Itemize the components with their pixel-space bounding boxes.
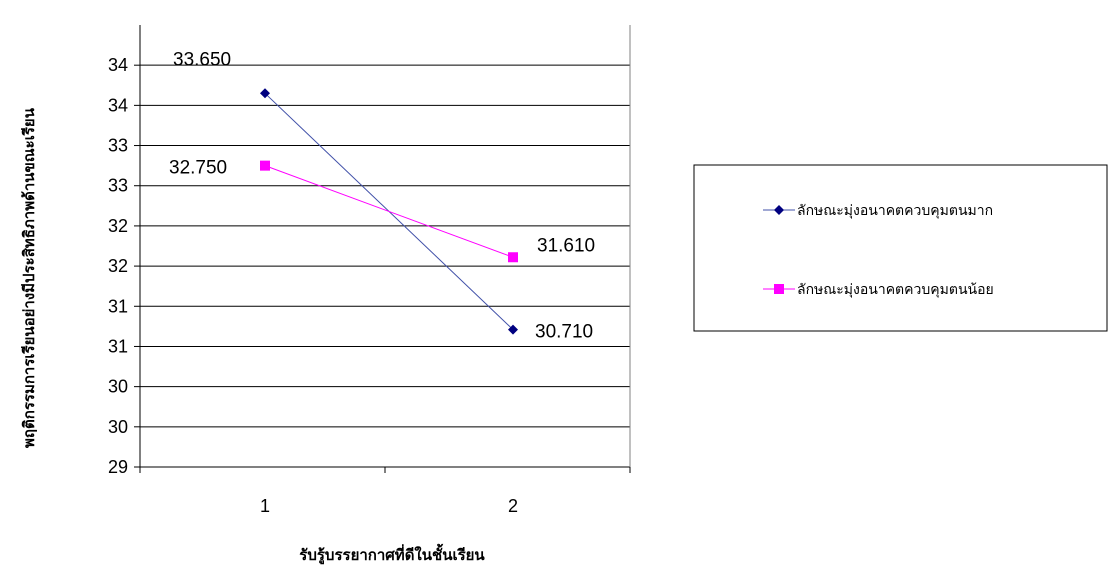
y-tick-label: 33 xyxy=(108,176,128,196)
series-line xyxy=(264,165,514,258)
series-point xyxy=(260,88,270,99)
y-tick-label: 31 xyxy=(108,296,128,316)
y-tick-label: 32 xyxy=(108,256,128,276)
y-tick-labels: 29 30 30 31 31 32 32 33 33 34 34 xyxy=(108,55,128,477)
series xyxy=(260,88,518,335)
y-tick-label: 34 xyxy=(108,95,128,115)
x-axis-title: รับรู้บรรยากาศที่ดีในชั้นเรียน xyxy=(299,543,485,565)
x-tick-label: 2 xyxy=(508,496,518,516)
y-axis-title: พฤติกรรมการเรียนอย่างมีประสิทธิภาพด้านขณ… xyxy=(20,107,38,448)
data-label: 30.710 xyxy=(535,322,593,343)
legend-marker xyxy=(774,284,784,294)
y-tick-label: 34 xyxy=(108,55,128,75)
y-tick-label: 33 xyxy=(108,136,128,156)
series-point xyxy=(508,324,518,335)
legend-label: ลักษณะมุ่งอนาคตควบคุมตนน้อย xyxy=(797,282,994,298)
series-point xyxy=(508,252,518,263)
x-tick-label: 1 xyxy=(260,496,270,516)
legend-marker xyxy=(774,205,784,215)
data-label: 32.750 xyxy=(169,158,227,179)
data-label: 33.650 xyxy=(173,49,231,70)
data-label: 31.610 xyxy=(537,235,595,256)
legend: ลักษณะมุ่งอนาคตควบคุมตนมากลักษณะมุ่งอนาค… xyxy=(693,164,1108,332)
series-point xyxy=(260,160,270,171)
y-tick-label: 30 xyxy=(108,377,128,397)
axes xyxy=(134,25,631,473)
y-tick-label: 29 xyxy=(108,457,128,477)
legend-label: ลักษณะมุ่งอนาคตควบคุมตนมาก xyxy=(797,203,993,219)
data-labels: 33.650 30.710 32.750 31.610 xyxy=(169,49,595,342)
gridlines xyxy=(140,64,630,428)
y-tick-label: 31 xyxy=(108,336,128,356)
y-tick-label: 30 xyxy=(108,417,128,437)
y-tick-label: 32 xyxy=(108,216,128,236)
legend-box xyxy=(693,164,1108,332)
